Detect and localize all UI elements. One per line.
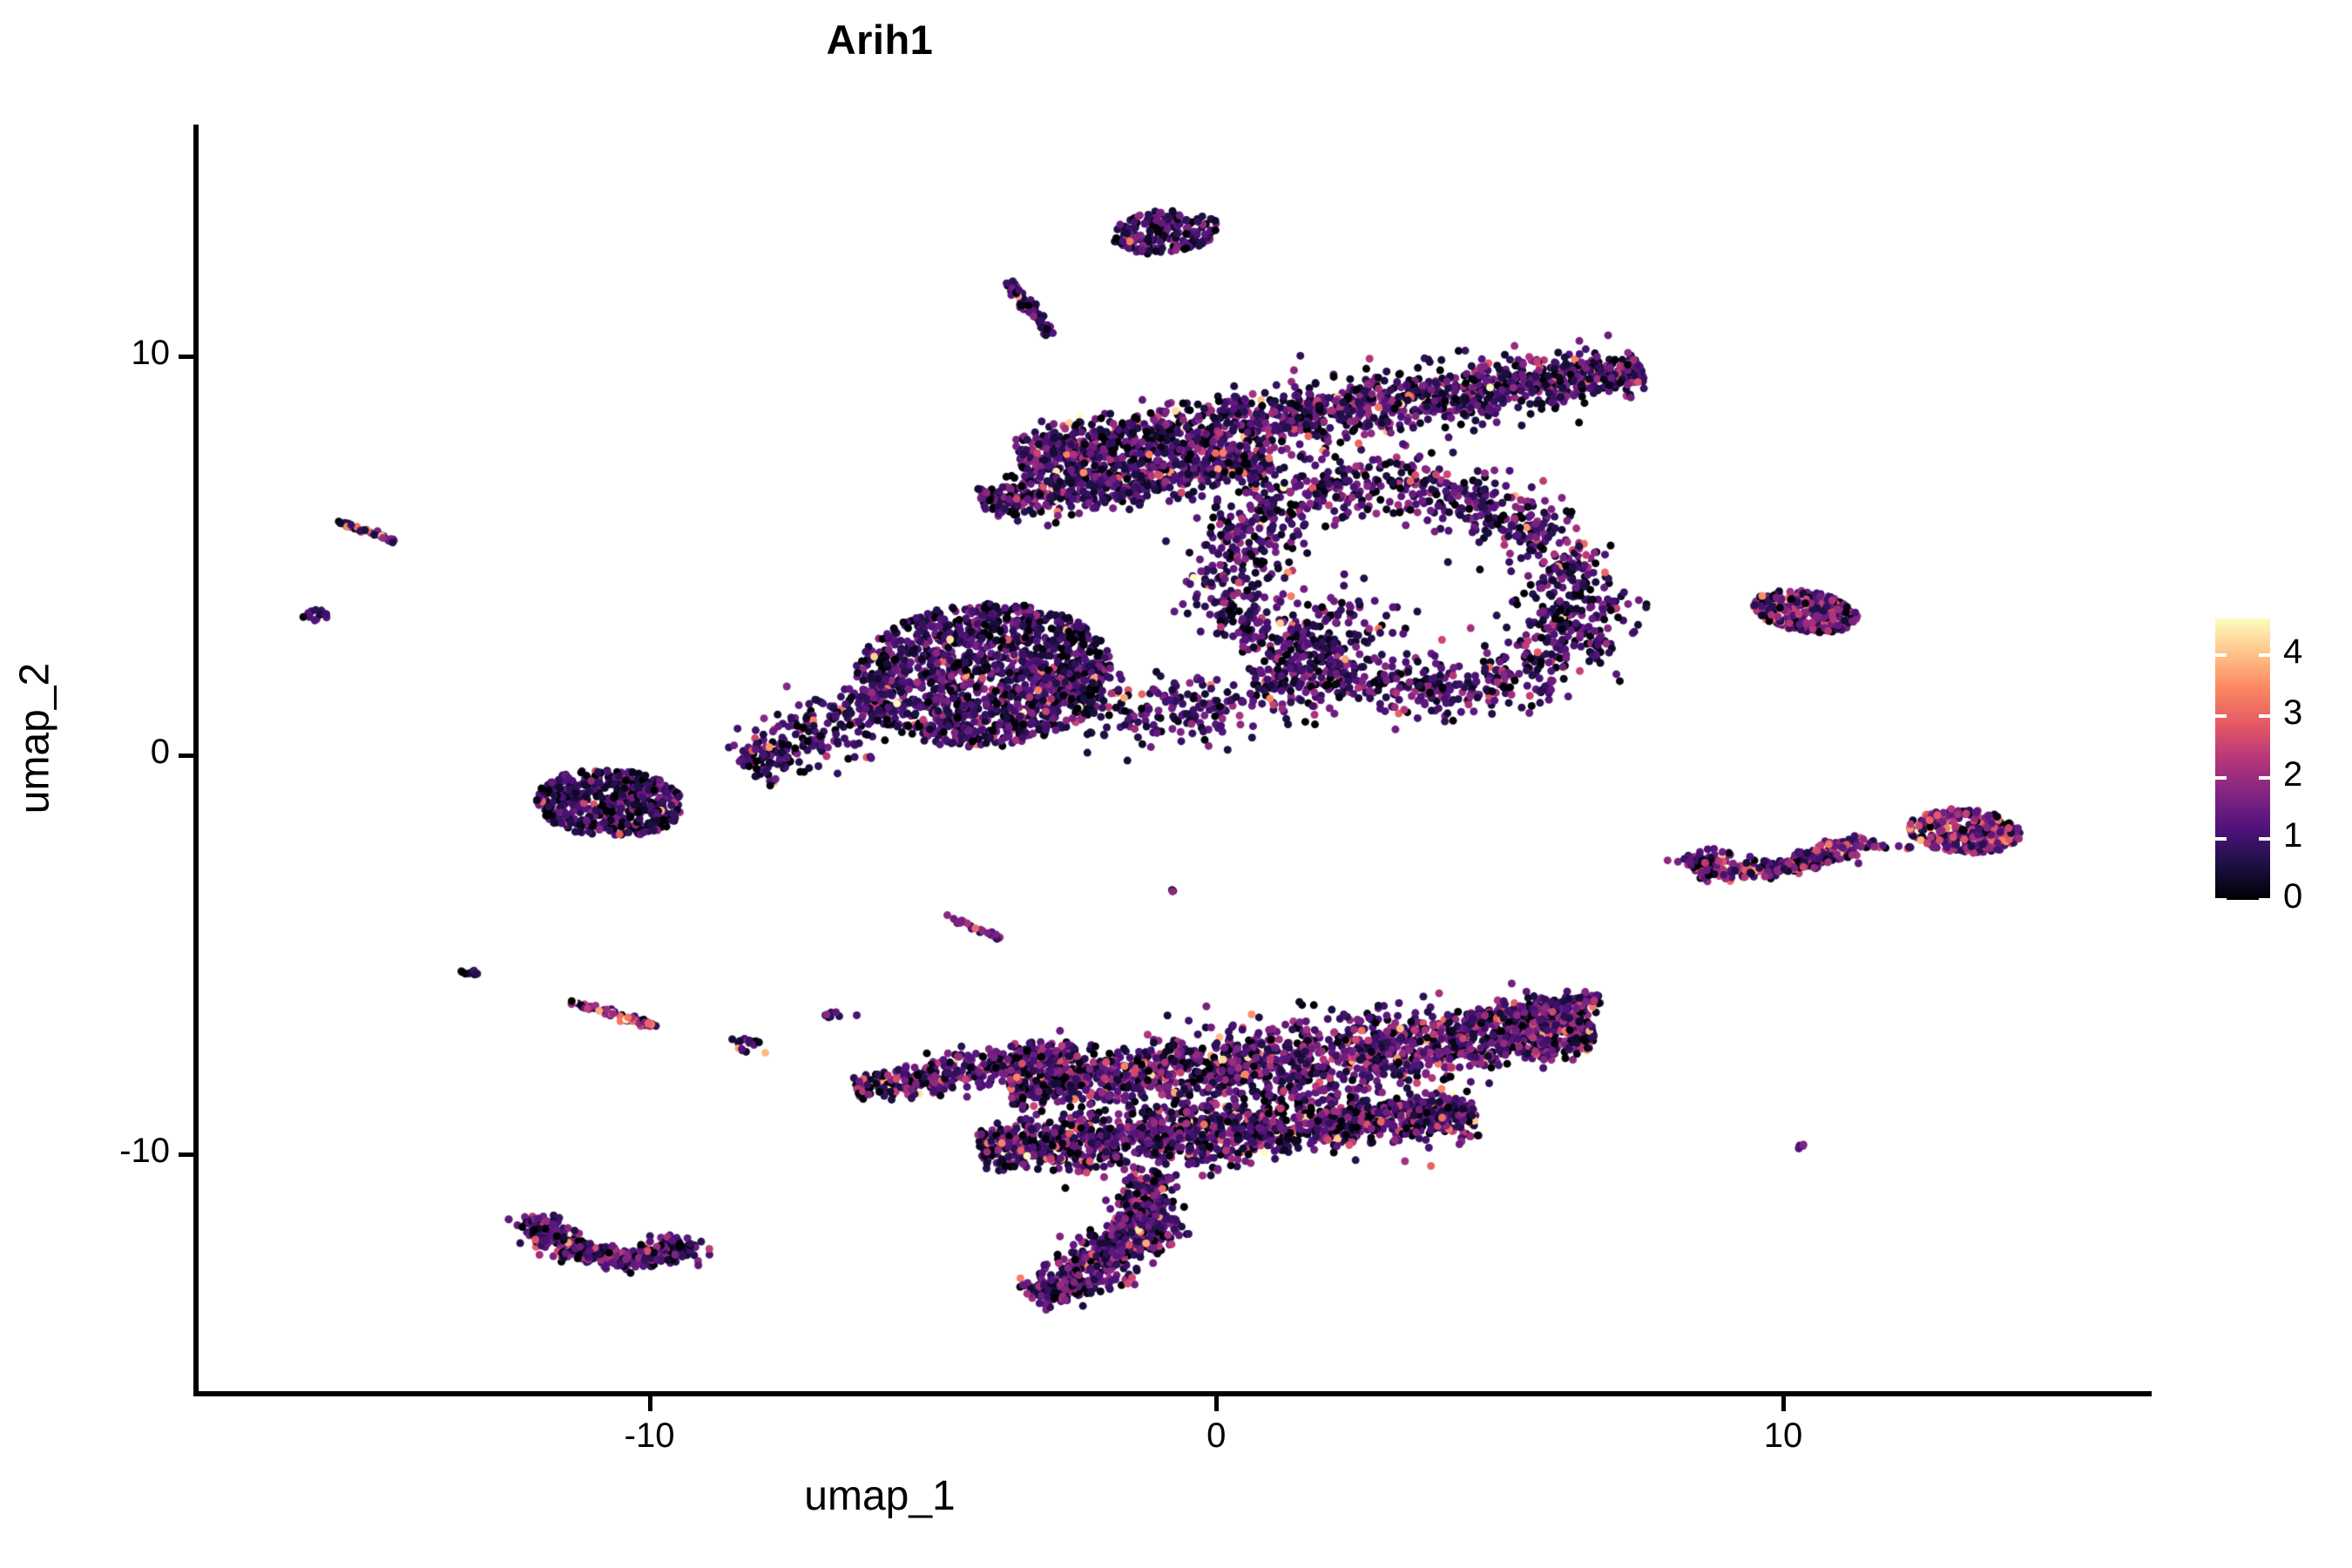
y-axis-title: umap_2 (11, 662, 58, 814)
colorbar-tick-label: 0 (2283, 877, 2303, 916)
x-tick-label: 0 (1206, 1416, 1227, 1455)
colorbar-tick-label: 2 (2283, 754, 2303, 794)
plot-panel (196, 125, 2152, 1394)
color-legend: 4 3 2 1 0 (2215, 618, 2328, 914)
x-tick-label: -10 (624, 1416, 675, 1455)
y-tick-label: -10 (119, 1132, 170, 1171)
x-axis-title: umap_1 (804, 1473, 956, 1519)
scatter-point-cloud (196, 125, 2152, 1394)
y-tick-mark (179, 354, 193, 359)
y-tick-label: 10 (131, 333, 171, 372)
colorbar-tick-mark (2259, 714, 2270, 719)
colorbar-tick-mark (2215, 714, 2227, 719)
y-tick-mark (179, 1152, 193, 1158)
y-tick-mark (179, 753, 193, 758)
colorbar-tick-mark (2259, 775, 2270, 780)
colorbar-tick-mark (2215, 775, 2227, 780)
x-tick-mark (647, 1396, 652, 1411)
colorbar-gradient (2215, 618, 2270, 900)
colorbar-tick-mark (2215, 898, 2227, 902)
colorbar-tick-mark (2259, 653, 2270, 658)
colorbar-tick-label: 4 (2283, 632, 2303, 672)
x-tick-mark (1214, 1396, 1220, 1411)
x-tick-mark (1781, 1396, 1787, 1411)
y-tick-label: 0 (150, 732, 170, 771)
colorbar-tick-mark (2259, 898, 2270, 902)
x-tick-label: 10 (1763, 1416, 1803, 1455)
x-axis-line (193, 1391, 2152, 1396)
colorbar-tick-label: 1 (2283, 815, 2303, 855)
y-axis-line (193, 125, 199, 1396)
page-title: Arih1 (826, 17, 934, 63)
colorbar-tick-mark (2215, 653, 2227, 658)
colorbar-tick-mark (2259, 836, 2270, 841)
colorbar-tick-label: 3 (2283, 693, 2303, 733)
colorbar-tick-mark (2215, 836, 2227, 841)
